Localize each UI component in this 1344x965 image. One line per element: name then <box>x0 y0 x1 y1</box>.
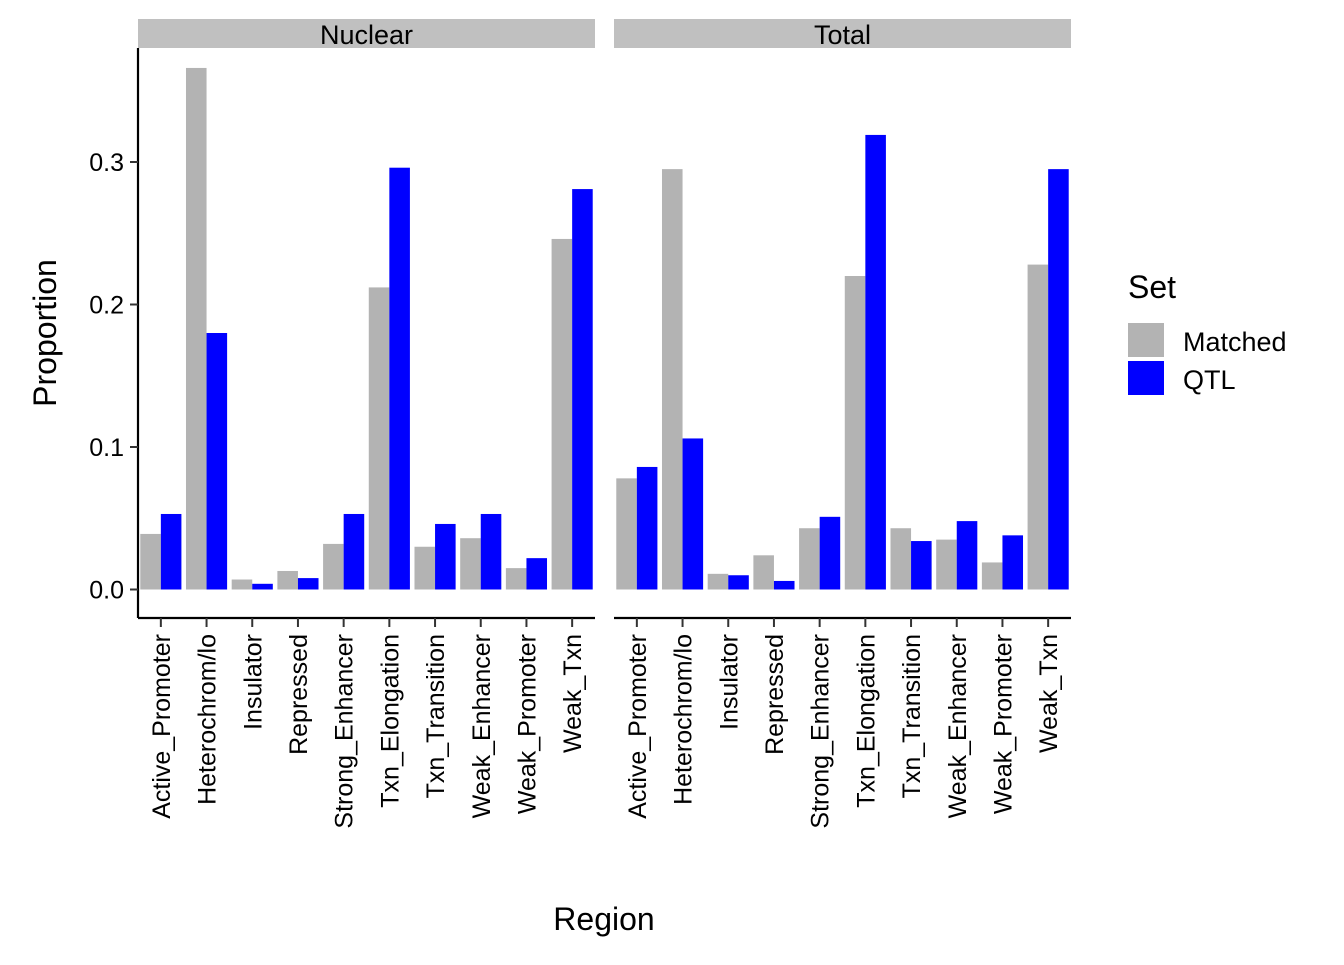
x-tick-label-1-0: Active_Promoter <box>624 634 652 819</box>
x-tick-label-1-7: Weak_Enhancer <box>944 634 972 818</box>
legend-label-qtl: QTL <box>1183 365 1236 395</box>
bar-total-qtl-4 <box>819 516 841 590</box>
strip-label-total: Total <box>814 20 871 50</box>
bar-nuclear-qtl-3 <box>297 578 319 590</box>
x-tick-label-0-6: Txn_Transition <box>422 634 450 798</box>
bar-nuclear-matched-6 <box>414 546 436 590</box>
strip-total <box>614 19 1071 48</box>
bar-nuclear-qtl-4 <box>343 513 365 590</box>
panels-layer: Nuclear Active_Promoter Heterochrom/lo Insu… <box>138 19 1071 829</box>
y-tick-label-2: 0.2 <box>89 292 124 320</box>
bar-total-matched-3 <box>753 555 774 590</box>
x-tick-label-1-5: Txn_Elongation <box>852 634 880 808</box>
bar-nuclear-qtl-5 <box>389 167 410 590</box>
y-tick-label-1: 0.1 <box>89 434 124 462</box>
x-tick-label-0-5: Txn_Elongation <box>376 634 404 808</box>
bar-nuclear-matched-3 <box>277 570 298 590</box>
x-tick-label-0-2: Insulator <box>239 634 267 730</box>
x-tick-label-0-9: Weak_Txn <box>559 634 587 753</box>
bar-total-matched-2 <box>707 573 729 590</box>
bar-nuclear-matched-4 <box>323 543 344 590</box>
bar-total-qtl-1 <box>682 438 704 590</box>
x-axis-title: Region <box>553 901 654 937</box>
x-tick-label-0-8: Weak_Promoter <box>513 634 541 814</box>
bar-total-qtl-3 <box>773 580 795 590</box>
bar-total-qtl-6 <box>911 541 932 590</box>
y-tick-label-3: 0.3 <box>89 149 124 177</box>
x-tick-label-0-0: Active_Promoter <box>148 634 176 819</box>
x-tick-label-1-4: Strong_Enhancer <box>807 634 835 829</box>
bar-nuclear-qtl-2 <box>252 583 273 590</box>
bar-nuclear-matched-0 <box>140 533 161 590</box>
bar-nuclear-qtl-1 <box>206 333 228 590</box>
bar-nuclear-qtl-7 <box>480 513 502 590</box>
x-tick-label-1-2: Insulator <box>715 634 743 730</box>
bar-total-qtl-9 <box>1048 169 1069 590</box>
bar-total-matched-7 <box>936 539 957 590</box>
bar-total-matched-5 <box>844 276 866 590</box>
y-axis-title: Proportion <box>27 259 63 407</box>
bar-nuclear-matched-1 <box>185 67 207 590</box>
bar-total-matched-1 <box>661 169 683 590</box>
bar-nuclear-matched-8 <box>505 568 527 590</box>
x-tick-label-0-3: Repressed <box>285 634 313 755</box>
bar-total-matched-0 <box>616 478 637 590</box>
y-axis: 0.0 0.1 0.2 0.3 <box>89 48 140 618</box>
bar-total-matched-9 <box>1027 264 1049 590</box>
bar-nuclear-qtl-9 <box>572 189 593 590</box>
bar-total-qtl-0 <box>636 466 658 590</box>
strip-nuclear <box>138 19 595 48</box>
strip-label-nuclear: Nuclear <box>320 20 413 50</box>
legend-key-matched <box>1128 323 1164 357</box>
x-tick-label-0-7: Weak_Enhancer <box>468 634 496 818</box>
bar-total-matched-8 <box>981 562 1003 590</box>
bar-nuclear-matched-9 <box>551 238 573 590</box>
bar-nuclear-matched-7 <box>460 538 481 590</box>
bar-nuclear-matched-2 <box>231 579 253 590</box>
legend-title: Set <box>1128 269 1176 305</box>
bar-total-qtl-8 <box>1002 535 1024 590</box>
x-tick-label-1-8: Weak_Promoter <box>989 634 1017 814</box>
bar-total-qtl-7 <box>956 521 978 590</box>
x-tick-label-1-1: Heterochrom/lo <box>670 634 698 805</box>
x-tick-label-0-1: Heterochrom/lo <box>194 634 222 805</box>
bar-total-qtl-5 <box>865 134 886 590</box>
bar-nuclear-qtl-6 <box>435 523 456 590</box>
bar-nuclear-qtl-8 <box>526 558 548 590</box>
bar-total-qtl-2 <box>728 575 749 590</box>
x-tick-label-0-4: Strong_Enhancer <box>331 634 359 829</box>
legend-key-qtl <box>1128 361 1164 395</box>
x-tick-label-1-9: Weak_Txn <box>1035 634 1063 753</box>
bar-nuclear-matched-5 <box>368 287 390 590</box>
bar-total-matched-4 <box>799 528 820 590</box>
x-tick-label-1-3: Repressed <box>761 634 789 755</box>
legend: Set Matched QTL <box>1128 269 1287 395</box>
legend-label-matched: Matched <box>1183 327 1287 357</box>
bar-nuclear-qtl-0 <box>160 513 182 590</box>
bar-total-matched-6 <box>890 528 912 590</box>
x-tick-label-1-6: Txn_Transition <box>898 634 926 798</box>
y-tick-label-0: 0.0 <box>89 577 124 605</box>
panel-total: Total Active_Promoter Heterochrom/lo Insula… <box>614 19 1071 829</box>
panel-nuclear: Nuclear Active_Promoter Heterochrom/lo Insu… <box>138 19 595 829</box>
